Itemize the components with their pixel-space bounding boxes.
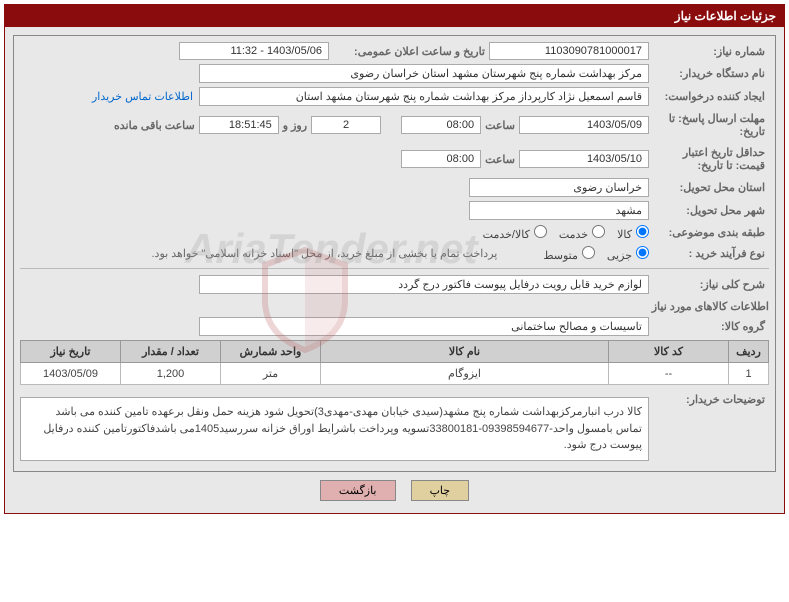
field-remain-clock: 18:51:45 [199,116,279,134]
cell-unit: متر [221,363,321,385]
print-button[interactable]: چاپ [411,480,470,501]
radio-service[interactable] [592,225,605,238]
label-validity: حداقل تاریخ اعتبار قیمت: تا تاریخ: [649,144,769,174]
label-province: استان محل تحویل: [649,179,769,196]
field-notes: کالا درب انبارمرکزبهداشت شماره پنج مشهد(… [20,397,649,461]
items-header: اطلاعات کالاهای مورد نیاز [20,300,769,313]
field-creator: قاسم اسمعیل نژاد کارپرداز مرکز بهداشت شم… [199,87,649,106]
cell-date: 1403/05/09 [21,363,121,385]
field-deadline-date: 1403/05/09 [519,116,649,134]
field-city: مشهد [469,201,649,220]
label-notes: توضیحات خریدار: [649,391,769,408]
radio-service-label: خدمت [559,225,605,241]
label-time2: ساعت [481,151,519,168]
field-desc: لوازم خرید قابل رویت درفایل پیوست فاکتور… [199,275,649,294]
col-name: نام کالا [321,341,609,363]
pay-note: پرداخت تمام یا بخشی از مبلغ خرید، از محل… [148,245,502,262]
label-group: گروه کالا: [649,318,769,335]
radio-goods[interactable] [636,225,649,238]
label-reqno: شماره نیاز: [649,43,769,60]
label-remain: ساعت باقی مانده [110,117,199,134]
items-table: ردیف کد کالا نام کالا واحد شمارش تعداد /… [20,340,769,385]
label-category: طبقه بندی موضوعی: [649,224,769,241]
cell-qty: 1,200 [121,363,221,385]
label-deadline: مهلت ارسال پاسخ: تا تاریخ: [649,110,769,140]
contact-link[interactable]: اطلاعات تماس خریدار [92,90,199,103]
label-proc: نوع فرآیند خرید : [649,245,769,262]
field-deadline-time: 08:00 [401,116,481,134]
radio-medium-label: متوسط [543,246,595,262]
table-row: 1 -- ایزوگام متر 1,200 1403/05/09 [21,363,769,385]
cell-code: -- [609,363,729,385]
radio-minor-label: جزیی [607,246,649,262]
radio-minor[interactable] [636,246,649,259]
field-buyer: مرکز بهداشت شماره پنج شهرستان مشهد استان… [199,64,649,83]
field-validity-date: 1403/05/10 [519,150,649,168]
label-time1: ساعت [481,117,519,134]
radio-medium[interactable] [582,246,595,259]
field-province: خراسان رضوی [469,178,649,197]
label-dayand: روز و [279,117,311,134]
radio-both[interactable] [534,225,547,238]
back-button[interactable]: بازگشت [320,480,396,501]
col-date: تاریخ نیاز [21,341,121,363]
field-validity-time: 08:00 [401,150,481,168]
field-group: تاسیسات و مصالح ساختمانی [199,317,649,336]
col-unit: واحد شمارش [221,341,321,363]
col-row: ردیف [729,341,769,363]
field-remain-days: 2 [311,116,381,134]
field-reqno: 1103090781000017 [489,42,649,60]
label-buyer: نام دستگاه خریدار: [649,65,769,82]
col-code: کد کالا [609,341,729,363]
radio-goods-label: کالا [617,225,649,241]
label-desc: شرح کلی نیاز: [649,276,769,293]
label-city: شهر محل تحویل: [649,202,769,219]
col-qty: تعداد / مقدار [121,341,221,363]
label-creator: ایجاد کننده درخواست: [649,88,769,105]
panel-title: جزئیات اطلاعات نیاز [5,5,784,27]
radio-both-label: کالا/خدمت [483,225,547,241]
cell-name: ایزوگام [321,363,609,385]
cell-row: 1 [729,363,769,385]
field-announce: 1403/05/06 - 11:32 [179,42,329,60]
label-announce: تاریخ و ساعت اعلان عمومی: [329,43,489,60]
